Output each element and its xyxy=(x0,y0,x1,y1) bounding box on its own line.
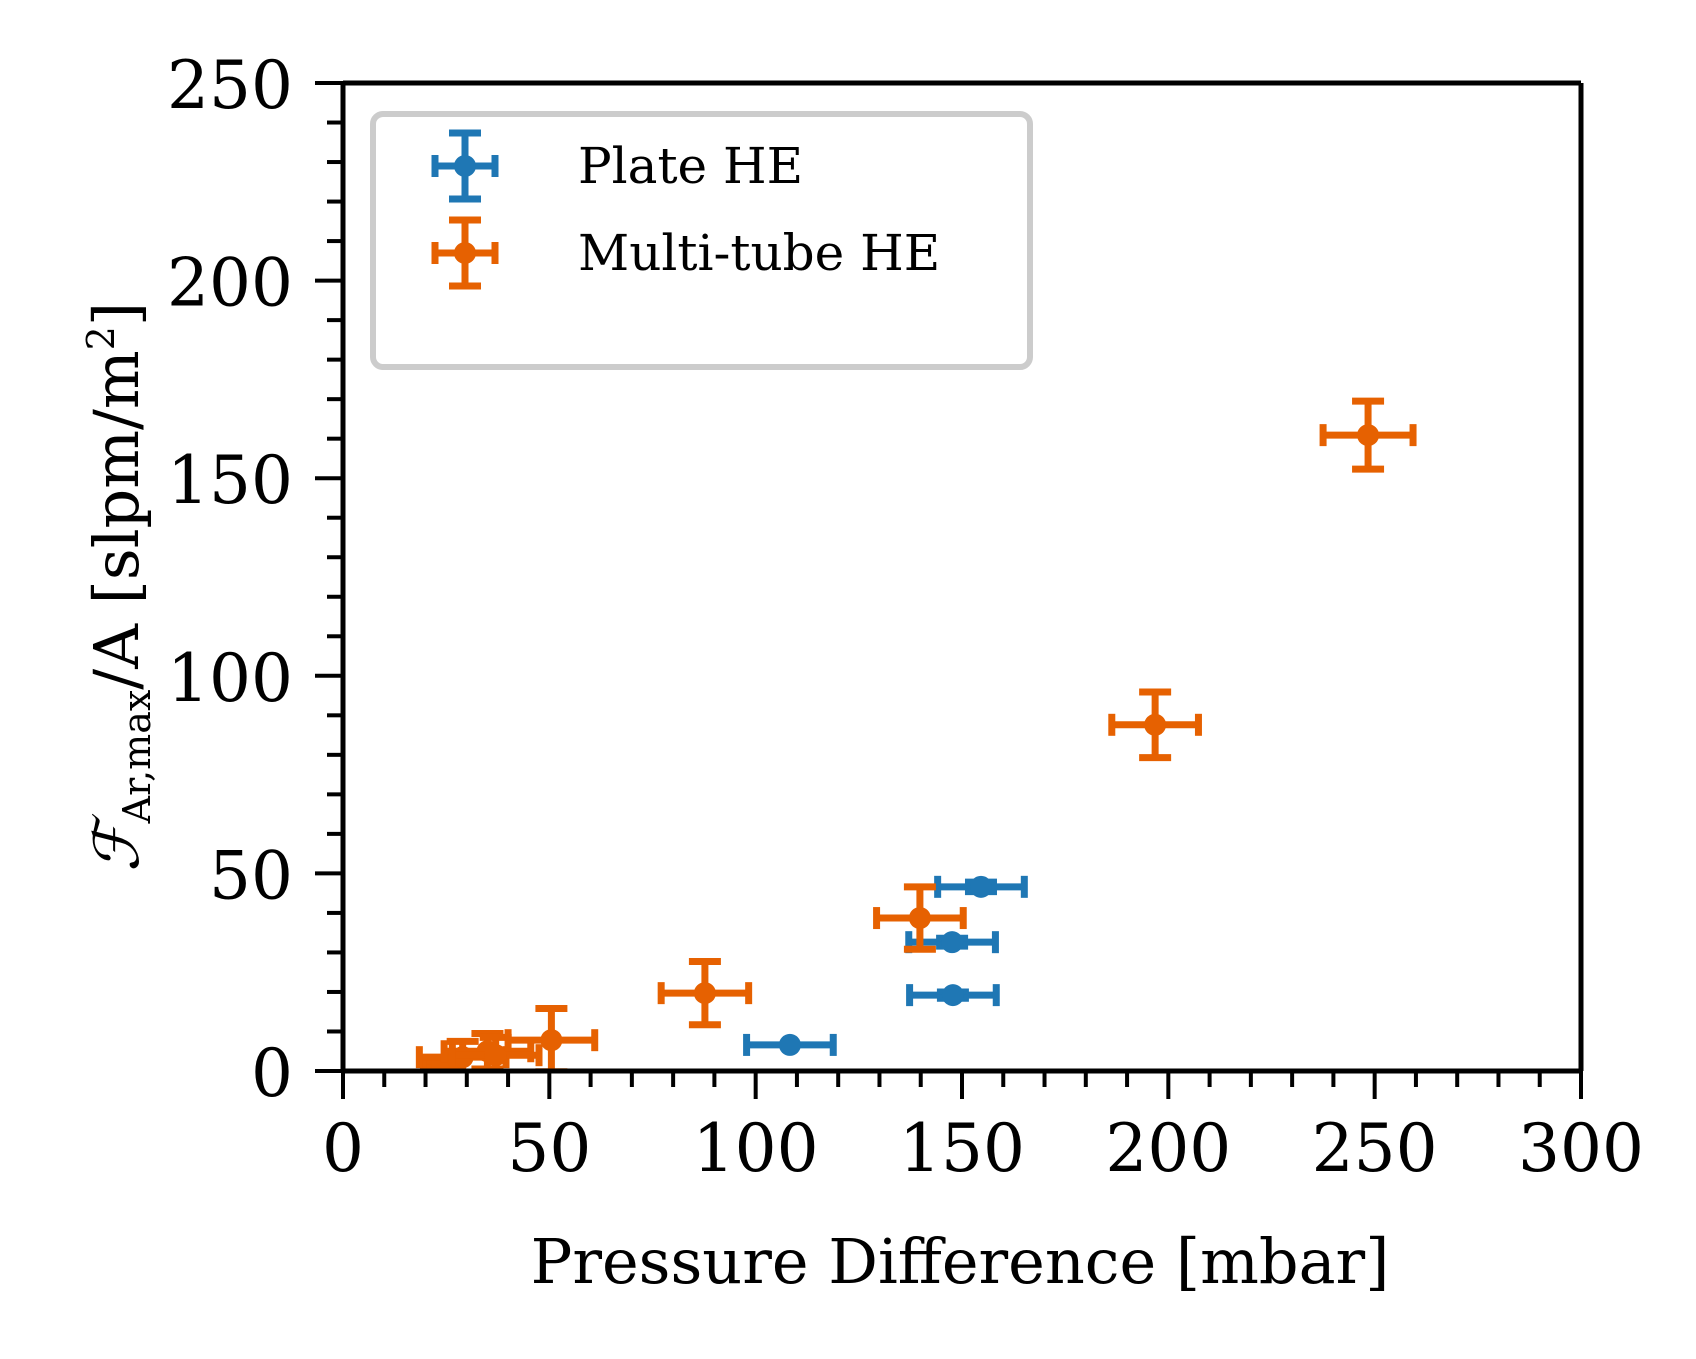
y-axis-label-superscript: 2 xyxy=(79,326,123,350)
data-point-multi-tube-he-6-marker xyxy=(908,907,931,930)
y-axis-label-rest: /A [slpm/m xyxy=(80,350,153,689)
legend-marker-multi-tube-he-glyph xyxy=(431,216,499,290)
data-point-plate-he-3-marker xyxy=(969,875,992,898)
data-point-multi-tube-he-8-marker xyxy=(1357,424,1380,447)
y-tick-label: 250 xyxy=(167,47,293,124)
y-tick-label: 0 xyxy=(251,1035,293,1112)
data-point-plate-he-3 xyxy=(934,875,1028,898)
data-point-multi-tube-he-6 xyxy=(873,883,967,953)
legend-marker-plate-he xyxy=(431,129,499,203)
legend-label-multi-tube-he: Multi-tube HE xyxy=(578,224,940,282)
data-point-multi-tube-he-8 xyxy=(1319,397,1417,473)
data-point-multi-tube-he-7 xyxy=(1108,688,1202,762)
legend-label-plate-he: Plate HE xyxy=(578,137,803,195)
y-axis-label-subscript: Ar,max xyxy=(115,690,159,825)
data-point-plate-he-0 xyxy=(743,1033,837,1056)
data-point-multi-tube-he-5 xyxy=(657,958,753,1029)
data-point-multi-tube-he-7-marker xyxy=(1144,713,1167,736)
legend-entry-multi-tube-he: Multi-tube HE xyxy=(431,216,940,290)
x-tick-label: 200 xyxy=(1105,1110,1231,1187)
x-tick-label: 0 xyxy=(322,1110,364,1187)
y-tick-label: 200 xyxy=(167,245,293,322)
ticks: 0 50 100 150 200 250 300 0 50 100 150 200 250 xyxy=(167,47,1644,1187)
legend-marker-multi-tube-he-glyph-marker xyxy=(454,242,476,264)
x-tick-label: 150 xyxy=(899,1110,1025,1187)
data-point-plate-he-0-marker xyxy=(778,1033,801,1056)
data-layer xyxy=(415,397,1417,1071)
y-axis-label-close: ] xyxy=(80,302,153,326)
series-multi-tube-he xyxy=(415,397,1417,1071)
data-point-multi-tube-he-4 xyxy=(504,1005,599,1071)
data-point-plate-he-2-marker xyxy=(941,931,964,954)
series-plate-he xyxy=(743,875,1028,1056)
legend-frame xyxy=(370,111,1033,370)
data-point-multi-tube-he-3-marker xyxy=(484,1044,507,1067)
y-tick-label: 50 xyxy=(209,837,293,914)
x-tick-label: 300 xyxy=(1518,1110,1644,1187)
data-point-multi-tube-he-4-marker xyxy=(540,1029,563,1052)
data-point-plate-he-1 xyxy=(906,984,1000,1007)
x-axis-label: Pressure Difference [mbar] xyxy=(531,1225,1390,1298)
x-tick-label: 250 xyxy=(1312,1110,1438,1187)
legend-marker-plate-he-glyph-marker xyxy=(454,155,476,177)
x-tick-label: 50 xyxy=(507,1110,591,1187)
y-tick-label: 100 xyxy=(167,640,293,717)
legend-marker-multi-tube-he xyxy=(431,216,499,290)
data-point-plate-he-1-marker xyxy=(941,984,964,1007)
legend-entry-plate-he: Plate HE xyxy=(431,129,803,203)
legend-marker-plate-he-glyph xyxy=(431,129,499,203)
data-point-multi-tube-he-5-marker xyxy=(693,982,716,1005)
y-tick-label: 150 xyxy=(167,442,293,519)
legend: Plate HE Multi-tube HE xyxy=(370,111,1033,370)
x-tick-label: 100 xyxy=(693,1110,819,1187)
